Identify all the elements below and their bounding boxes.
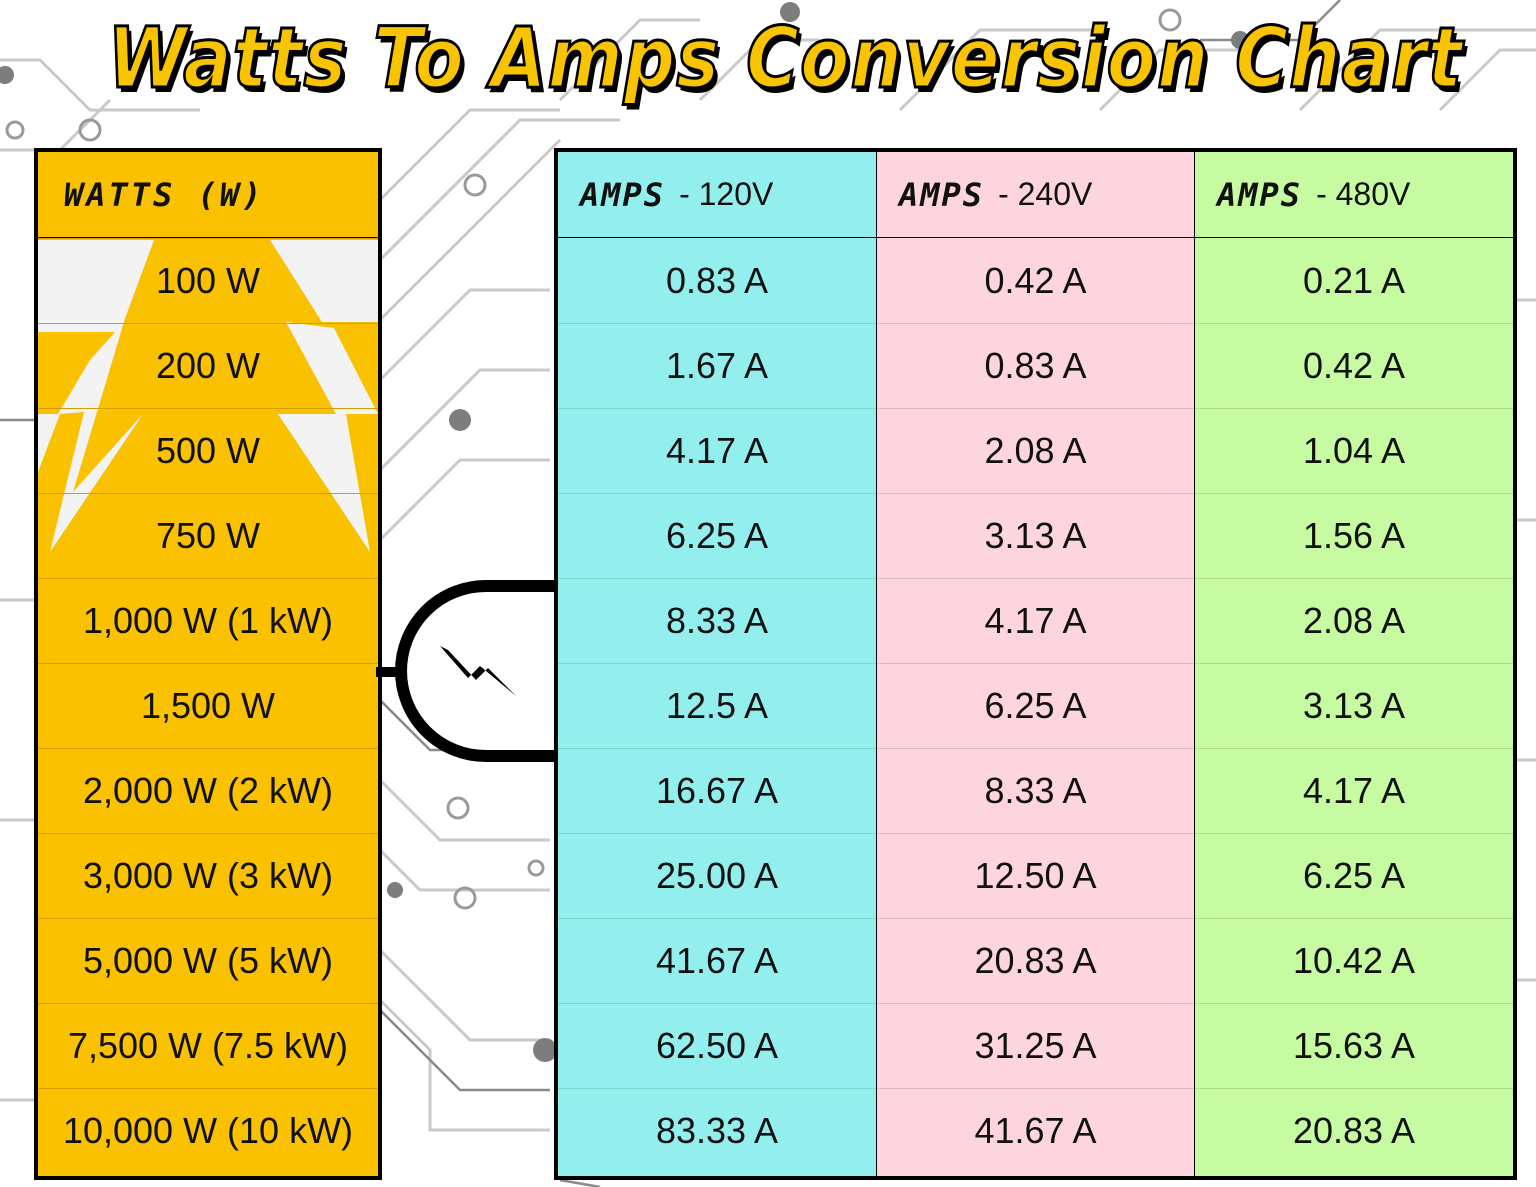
- watts-cell: 1,500 W: [38, 663, 378, 748]
- amps-240v-cell: 41.67 A: [877, 1088, 1194, 1173]
- watts-cell: 500 W: [38, 408, 378, 493]
- amps-480v-cell: 3.13 A: [1195, 663, 1513, 748]
- watts-cell: 100 W: [38, 238, 378, 323]
- watts-cell: 7,500 W (7.5 kW): [38, 1003, 378, 1088]
- power-plug-icon: [376, 580, 554, 762]
- amps-240v-cell: 0.83 A: [877, 323, 1194, 408]
- watts-cell: 750 W: [38, 493, 378, 578]
- watts-cell: 3,000 W (3 kW): [38, 833, 378, 918]
- amps-240v-cell: 12.50 A: [877, 833, 1194, 918]
- amps-240v-header: AMPS - 240V: [877, 152, 1194, 238]
- amps-480v-cell: 6.25 A: [1195, 833, 1513, 918]
- amps-240v-column: AMPS - 240V 0.42 A 0.83 A 2.08 A 3.13 A 4.17…: [876, 152, 1194, 1176]
- amps-120v-column: AMPS - 120V 0.83 A 1.67 A 4.17 A 6.25 A 8.33…: [558, 152, 876, 1176]
- amps-480v-cell: 4.17 A: [1195, 748, 1513, 833]
- amps-120v-cell: 12.5 A: [558, 663, 876, 748]
- amps-table: AMPS - 120V 0.83 A 1.67 A 4.17 A 6.25 A 8.33…: [554, 148, 1517, 1180]
- amps-480v-cell: 1.56 A: [1195, 493, 1513, 578]
- amps-240v-cell: 20.83 A: [877, 918, 1194, 1003]
- page-title: Watts To Amps Conversion Chart: [106, 8, 1463, 109]
- amps-480v-column: AMPS - 480V 0.21 A 0.42 A 1.04 A 1.56 A 2.08…: [1194, 152, 1513, 1176]
- amps-240v-cell: 3.13 A: [877, 493, 1194, 578]
- watts-cell: 10,000 W (10 kW): [38, 1088, 378, 1173]
- amps-120v-cell: 1.67 A: [558, 323, 876, 408]
- amps-120v-cell: 25.00 A: [558, 833, 876, 918]
- watts-table: WATTS (W) 100 W 200 W 500 W 750 W 1,000 W (1…: [34, 148, 382, 1180]
- watts-cell: 2,000 W (2 kW): [38, 748, 378, 833]
- amps-480v-cell: 15.63 A: [1195, 1003, 1513, 1088]
- amps-240v-cell: 4.17 A: [877, 578, 1194, 663]
- amps-480v-cell: 20.83 A: [1195, 1088, 1513, 1173]
- amps-480v-header: AMPS - 480V: [1195, 152, 1513, 238]
- amps-480v-cell: 10.42 A: [1195, 918, 1513, 1003]
- amps-480v-cell: 1.04 A: [1195, 408, 1513, 493]
- amps-120v-cell: 0.83 A: [665, 259, 769, 301]
- amps-240v-cell: 31.25 A: [877, 1003, 1194, 1088]
- watts-header: WATTS (W): [38, 152, 378, 238]
- amps-480v-cell: 0.21 A: [1302, 259, 1406, 301]
- amps-120v-cell: 16.67 A: [558, 748, 876, 833]
- watts-cell: 200 W: [38, 323, 378, 408]
- watts-cell: 1,000 W (1 kW): [38, 578, 378, 663]
- amps-240v-cell: 8.33 A: [877, 748, 1194, 833]
- amps-480v-cell: 2.08 A: [1195, 578, 1513, 663]
- watts-cell: 5,000 W (5 kW): [38, 918, 378, 1003]
- amps-120v-cell: 4.17 A: [558, 408, 876, 493]
- amps-120v-cell: 62.50 A: [558, 1003, 876, 1088]
- amps-120v-header: AMPS - 120V: [558, 152, 876, 238]
- amps-240v-cell: 0.42 A: [984, 259, 1087, 301]
- amps-120v-cell: 41.67 A: [558, 918, 876, 1003]
- amps-120v-cell: 83.33 A: [558, 1088, 876, 1173]
- amps-120v-cell: 8.33 A: [558, 578, 876, 663]
- amps-240v-cell: 6.25 A: [877, 663, 1194, 748]
- lightning-bolt-icon: [38, 240, 378, 552]
- amps-120v-cell: 6.25 A: [558, 493, 876, 578]
- amps-480v-cell: 0.42 A: [1195, 323, 1513, 408]
- amps-240v-cell: 2.08 A: [877, 408, 1194, 493]
